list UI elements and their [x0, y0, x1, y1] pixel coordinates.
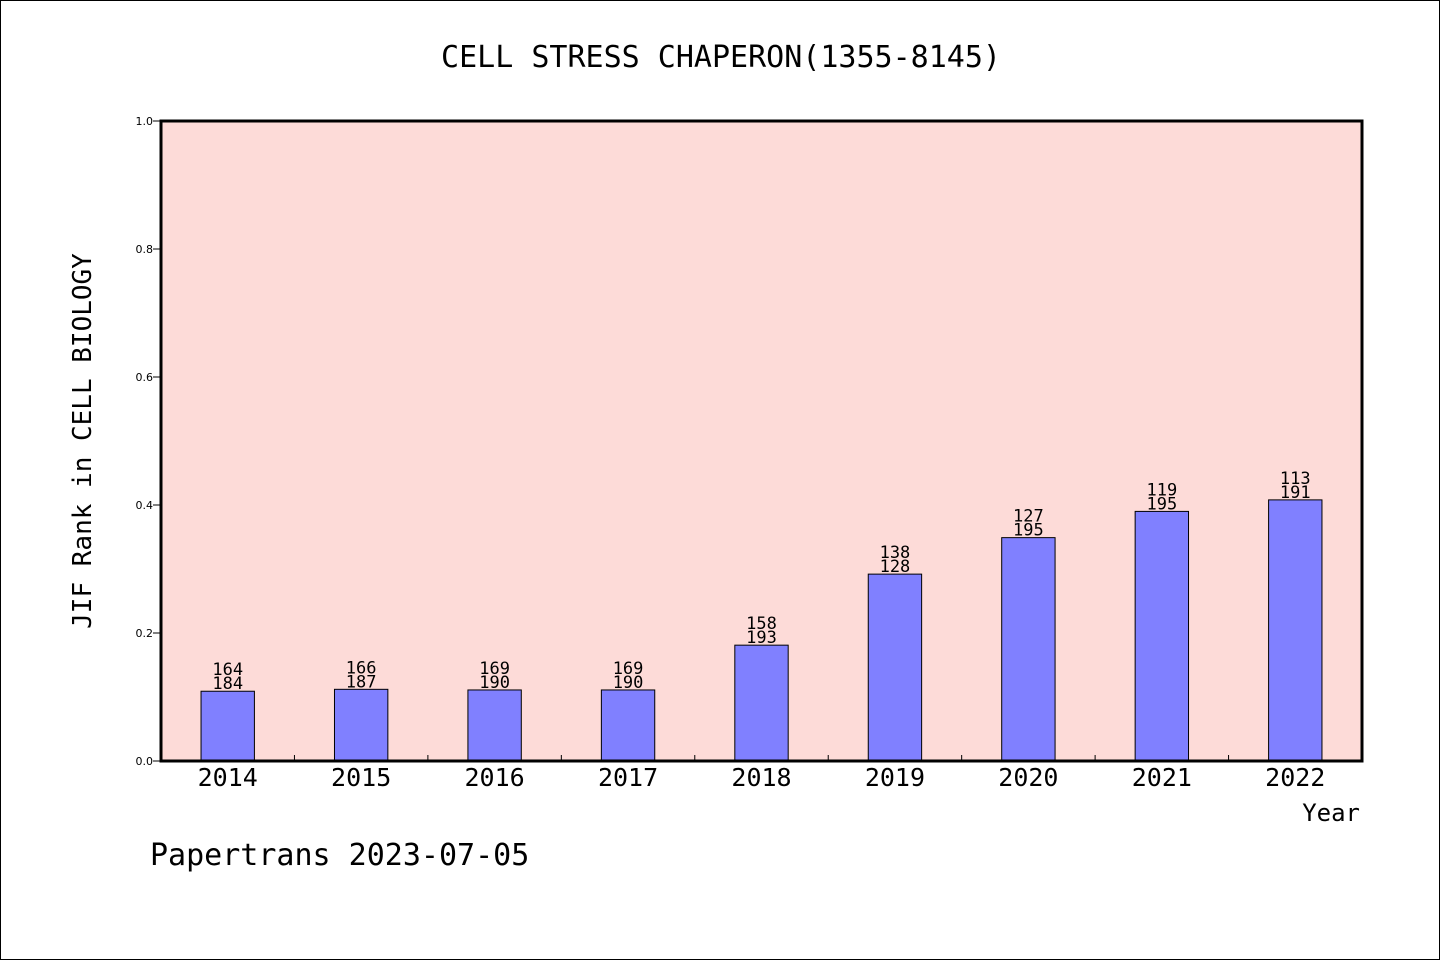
- y-tick-label: 0.6: [136, 371, 154, 384]
- y-tick-label: 0.0: [136, 755, 154, 768]
- x-tick-label: 2018: [731, 763, 791, 792]
- bar-data-label: 190: [613, 673, 644, 693]
- bar-2017: [600, 689, 656, 762]
- bar-data-label: 190: [479, 673, 510, 693]
- bar-data-label: 193: [746, 628, 777, 648]
- bar-data-label: 166: [346, 658, 377, 678]
- bar-2015: [333, 688, 389, 762]
- bar-data-label: 113: [1280, 469, 1311, 489]
- bar-data-label: 138: [880, 543, 911, 563]
- bar-data-label: 158: [746, 614, 777, 634]
- footer-credit: Papertrans 2023-07-05: [150, 838, 529, 873]
- bar-2022: [1268, 499, 1323, 762]
- bar-2014: [200, 690, 255, 762]
- x-tick-label: 2014: [198, 763, 258, 792]
- bar-data-label: 191: [1280, 483, 1311, 503]
- bar-2019: [867, 573, 923, 762]
- bar-data-label: 184: [212, 674, 243, 694]
- bar-data-label: 119: [1146, 480, 1177, 500]
- chart-title: CELL STRESS CHAPERON(1355-8145): [441, 40, 1001, 75]
- x-tick-label: 2016: [465, 763, 525, 792]
- bar-data-label: 128: [880, 557, 911, 577]
- bar-data-label: 187: [346, 672, 377, 692]
- x-tick-label: 2017: [598, 763, 658, 792]
- x-axis-label: Year: [1302, 799, 1360, 827]
- y-axis-ticks: 0.0 0.2 0.4 0.6 0.8 1.0: [136, 115, 161, 768]
- bar-data-label: 195: [1013, 521, 1044, 541]
- x-tick-label: 2022: [1265, 763, 1325, 792]
- data-labels: 1641841661871691901691901581931381281271…: [212, 469, 1310, 694]
- bar-2016: [467, 689, 522, 762]
- bar-data-label: 169: [479, 659, 510, 679]
- bars: [200, 499, 1323, 762]
- bar-2018: [734, 644, 789, 762]
- y-tick-label: 0.4: [136, 499, 154, 512]
- bar-2020: [1001, 537, 1056, 762]
- y-tick-label: 1.0: [136, 115, 154, 128]
- y-tick-label: 0.2: [136, 627, 154, 640]
- y-tick-label: 0.8: [136, 243, 154, 256]
- bar-data-label: 127: [1013, 507, 1044, 527]
- bar-data-label: 195: [1146, 494, 1177, 514]
- x-tick-label: 2020: [998, 763, 1058, 792]
- bar-data-label: 164: [212, 660, 243, 680]
- plot-border: [159, 119, 1364, 763]
- x-tick-label: 2021: [1132, 763, 1192, 792]
- y-axis-label: JIF Rank in CELL BIOLOGY: [68, 253, 98, 629]
- x-tick-label: 2019: [865, 763, 925, 792]
- x-axis-ticks: 2014 2015 2016 2017 2018 2019 2020 2021 2022: [198, 755, 1325, 792]
- bar-data-label: 169: [613, 659, 644, 679]
- x-tick-label: 2015: [331, 763, 391, 792]
- bar-2021: [1134, 510, 1190, 762]
